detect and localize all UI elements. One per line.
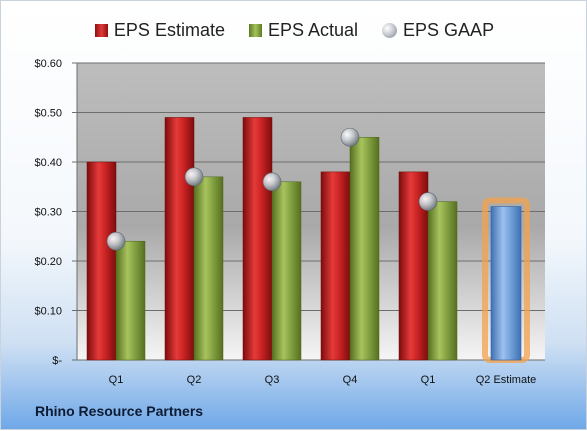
y-tick-label: $0.10 <box>34 306 62 318</box>
marker-eps-gaap <box>262 172 282 192</box>
bar-next-eps-estimate <box>490 206 522 361</box>
x-tick-label: Q2 <box>187 374 202 386</box>
marker-eps-gaap <box>340 127 360 147</box>
company-name: Rhino Resource Partners <box>35 403 204 419</box>
bar-eps-actual <box>427 201 458 361</box>
marker-eps-gaap <box>418 192 438 211</box>
y-tick-label: $0.30 <box>34 207 62 219</box>
x-tick-label: Q2 Estimate <box>476 374 537 386</box>
legend-item-eps-estimate: EPS Estimate <box>94 19 225 41</box>
legend-label-eps-gaap: EPS GAAP <box>403 19 495 40</box>
bar-eps-estimate <box>242 117 273 361</box>
marker-eps-gaap <box>184 167 204 187</box>
legend-label-eps-actual: EPS Actual <box>267 19 359 40</box>
bar-eps-estimate <box>320 171 351 361</box>
legend-swatch-eps-gaap <box>382 22 398 38</box>
bar-eps-actual <box>349 137 380 361</box>
x-tick-label: Q4 <box>343 374 358 386</box>
x-tick-label: Q1 <box>421 374 436 386</box>
legend-swatch-eps-actual <box>248 23 262 37</box>
legend-label-eps-estimate: EPS Estimate <box>113 19 225 40</box>
bar-eps-actual <box>115 240 146 361</box>
legend-swatch-eps-estimate <box>94 23 108 37</box>
chart-legend: EPS Estimate EPS Actual EPS GAAP <box>1 18 587 42</box>
x-tick-label: Q3 <box>265 374 280 386</box>
bar-eps-estimate <box>164 117 195 361</box>
legend-item-eps-gaap: EPS GAAP <box>382 20 494 41</box>
marker-eps-gaap <box>106 231 126 251</box>
x-tick-label: Q1 <box>109 374 124 386</box>
y-tick-label: $- <box>52 355 62 367</box>
y-tick-label: $0.60 <box>34 58 62 70</box>
y-tick-label: $0.20 <box>34 256 62 268</box>
bar-eps-actual <box>271 181 302 361</box>
bar-eps-estimate <box>86 161 117 361</box>
legend-item-eps-actual: EPS Actual <box>248 19 359 41</box>
y-tick-label: $0.50 <box>34 108 62 120</box>
y-tick-label: $0.40 <box>34 157 62 169</box>
bar-eps-actual <box>193 176 224 361</box>
